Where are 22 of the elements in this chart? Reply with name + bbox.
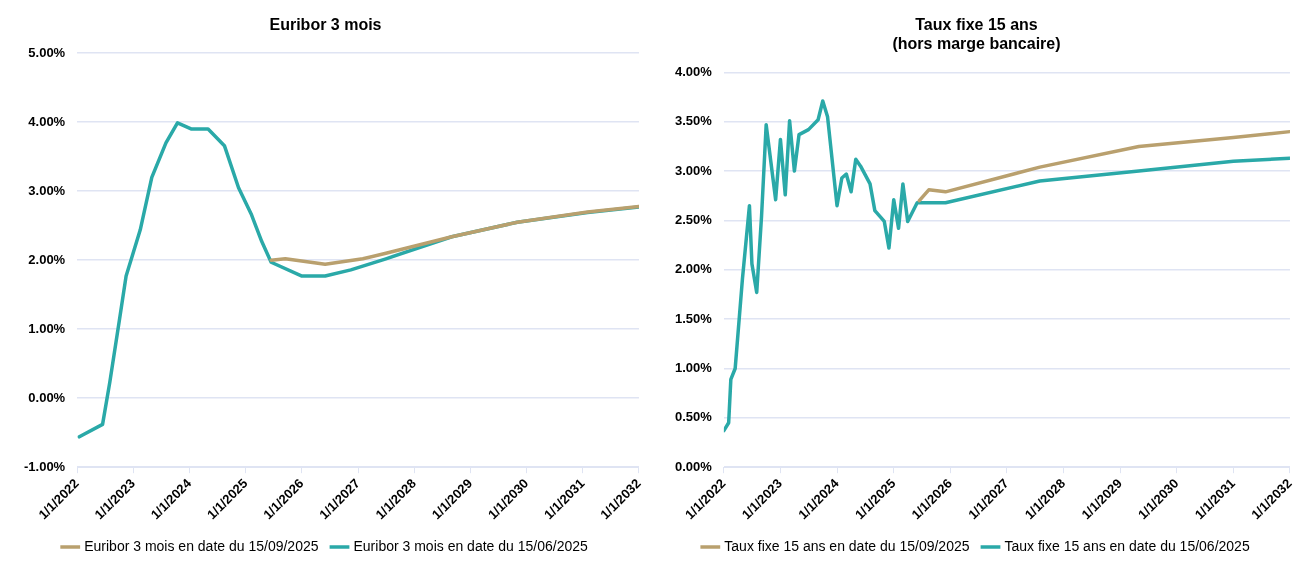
- y-tick-label: 0.00%: [674, 458, 713, 474]
- y-tick-label: 2.00%: [674, 261, 713, 277]
- y-tick-label: 1.50%: [674, 310, 713, 326]
- y-tick-label: 3.50%: [674, 113, 713, 129]
- y-tick-label: 3.00%: [674, 162, 713, 178]
- chart-title: Euribor 3 mois: [269, 16, 382, 34]
- y-tick-label: -1.00%: [23, 458, 66, 474]
- legend-label: Euribor 3 mois en date du 15/06/2025: [353, 537, 588, 554]
- y-tick-label: 4.00%: [28, 113, 66, 129]
- y-tick-label: 5.00%: [28, 44, 66, 60]
- y-tick-label: 1.00%: [674, 360, 713, 376]
- chart-title: Taux fixe 15 ans (hors marge bancaire): [892, 16, 1061, 53]
- y-tick-label: 1.00%: [28, 320, 66, 336]
- y-tick-label: 2.50%: [674, 212, 713, 228]
- y-tick-label: 0.50%: [674, 409, 713, 425]
- y-tick-label: 3.00%: [28, 182, 66, 198]
- y-tick-label: 4.00%: [674, 63, 713, 79]
- y-tick-label: 0.00%: [28, 389, 66, 405]
- legend-label: Euribor 3 mois en date du 15/09/2025: [84, 537, 319, 554]
- y-tick-label: 2.00%: [28, 251, 66, 267]
- legend-label: Taux fixe 15 ans en date du 15/06/2025: [1004, 537, 1250, 554]
- legend-label: Taux fixe 15 ans en date du 15/09/2025: [724, 537, 970, 554]
